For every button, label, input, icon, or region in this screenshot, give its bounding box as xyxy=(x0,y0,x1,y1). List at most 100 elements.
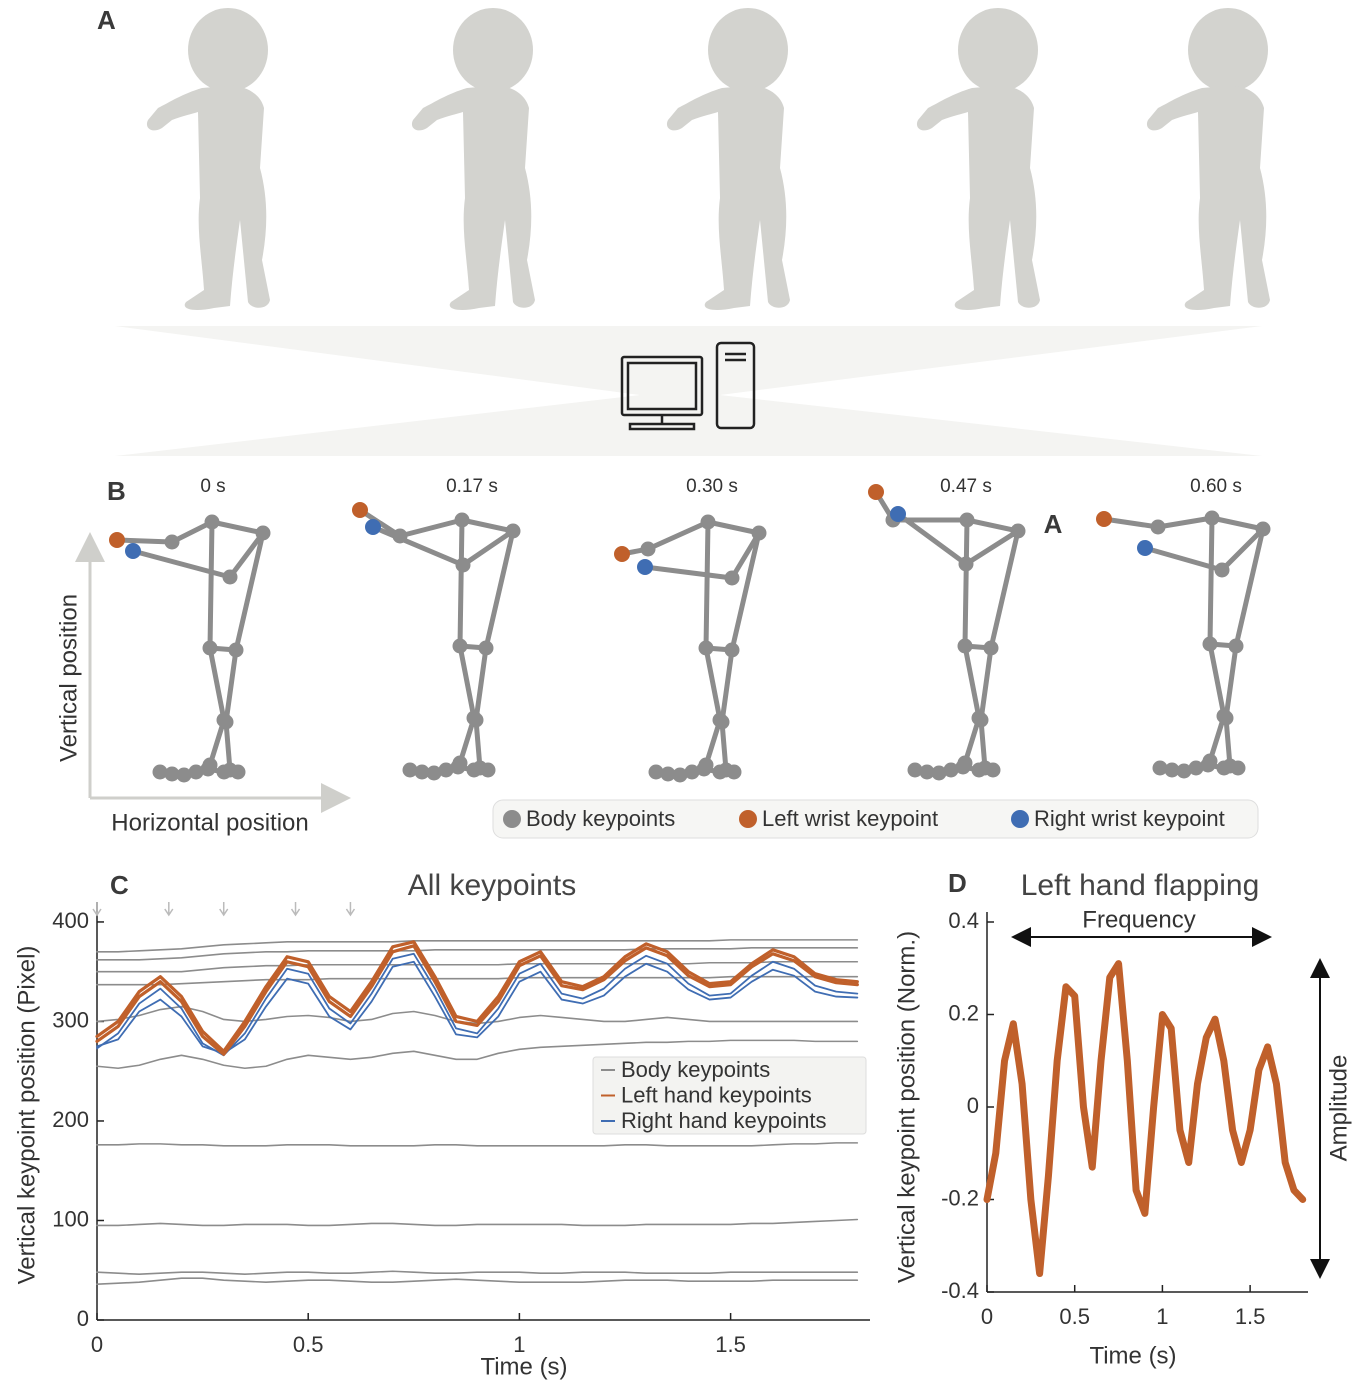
body-keypoint xyxy=(1011,524,1026,539)
x-tick-label: 1 xyxy=(513,1332,525,1357)
body-keypoint xyxy=(469,713,484,728)
legend-swatch xyxy=(503,810,521,828)
legend-swatch xyxy=(1011,810,1029,828)
body-keypoint xyxy=(697,762,712,777)
body-keypoint xyxy=(205,515,220,530)
chart-title: All keypoints xyxy=(408,869,576,902)
series-line xyxy=(97,1278,857,1284)
bone xyxy=(133,551,230,577)
frame-time: 0 s xyxy=(200,476,225,497)
x-tick-label: 0 xyxy=(981,1304,993,1329)
annotation: Frequency xyxy=(1082,906,1195,933)
x-tick-label: 1.5 xyxy=(1235,1304,1266,1329)
bone xyxy=(1210,644,1224,716)
body-keypoint xyxy=(1151,520,1166,535)
y-tick-label: 300 xyxy=(52,1007,89,1032)
body-keypoint xyxy=(165,535,180,550)
body-keypoint xyxy=(972,763,987,778)
silhouette xyxy=(412,8,535,310)
body-keypoint xyxy=(467,763,482,778)
panel-label: D xyxy=(948,868,967,898)
left-wrist-keypoint xyxy=(109,532,125,548)
body-keypoint xyxy=(984,641,999,656)
legend-swatch xyxy=(739,810,757,828)
frame-time: 0.47 s xyxy=(940,476,992,497)
body-keypoint xyxy=(455,513,470,528)
y-tick-label: 200 xyxy=(52,1107,89,1132)
right-wrist-keypoint xyxy=(637,559,653,575)
bone xyxy=(1226,646,1236,718)
body-keypoint xyxy=(231,765,246,780)
legend-label: Right wrist keypoint xyxy=(1034,806,1225,831)
bone xyxy=(400,520,462,536)
body-keypoint xyxy=(219,715,234,730)
funnel xyxy=(115,395,1262,456)
body-keypoint xyxy=(1201,758,1216,773)
chart-title: Left hand flapping xyxy=(1021,869,1260,902)
stray-label: A xyxy=(1044,509,1063,539)
bone xyxy=(210,522,212,648)
body-keypoint xyxy=(451,760,466,775)
y-tick-label: -0.4 xyxy=(941,1278,979,1303)
body-keypoint xyxy=(725,571,740,586)
bone xyxy=(460,520,462,646)
body-keypoint xyxy=(506,524,521,539)
annotation: Amplitude xyxy=(1325,1055,1352,1162)
frame-marker xyxy=(292,902,300,915)
frame-marker xyxy=(165,902,173,915)
bone xyxy=(1104,519,1158,527)
panel-label: B xyxy=(107,476,126,506)
x-tick-label: 0.5 xyxy=(1059,1304,1090,1329)
x-tick-label: 1 xyxy=(1156,1304,1168,1329)
body-keypoint xyxy=(479,641,494,656)
legend-label: Body keypoints xyxy=(621,1057,770,1082)
silhouette xyxy=(667,8,790,310)
bone xyxy=(117,540,172,542)
right-wrist-keypoint xyxy=(890,506,906,522)
y-tick-label: 100 xyxy=(52,1206,89,1231)
bone xyxy=(708,522,759,533)
bone xyxy=(476,648,486,720)
right-wrist-keypoint xyxy=(365,519,381,535)
bone xyxy=(722,650,732,722)
body-keypoint xyxy=(641,542,656,557)
figure: A B C D Vertical position Horizontal pos… xyxy=(0,0,1363,1388)
body-keypoint xyxy=(1231,761,1246,776)
bone xyxy=(460,646,474,718)
silhouette xyxy=(917,8,1040,310)
right-wrist-keypoint xyxy=(1137,540,1153,556)
body-keypoint xyxy=(393,529,408,544)
bone xyxy=(967,520,1018,531)
bone xyxy=(212,522,263,533)
body-keypoint xyxy=(986,763,1001,778)
panel-label: A xyxy=(97,5,116,35)
bone xyxy=(1236,529,1263,646)
body-keypoint xyxy=(229,643,244,658)
body-keypoint xyxy=(699,641,714,656)
legend-label: Right hand keypoints xyxy=(621,1108,826,1133)
left-wrist-keypoint xyxy=(352,502,368,518)
frame-marker xyxy=(93,902,101,915)
series-line xyxy=(97,1271,857,1274)
body-keypoint xyxy=(453,639,468,654)
bone xyxy=(648,522,708,549)
series-line xyxy=(97,1219,857,1225)
left-wrist-keypoint xyxy=(868,484,884,500)
body-keypoint xyxy=(203,641,218,656)
body-keypoint xyxy=(713,765,728,780)
x-tick-label: 0 xyxy=(91,1332,103,1357)
bone xyxy=(981,648,991,720)
body-keypoint xyxy=(223,570,238,585)
axis-label: Vertical position xyxy=(55,594,82,762)
right-wrist-keypoint xyxy=(125,543,141,559)
body-keypoint xyxy=(956,760,971,775)
bone xyxy=(1158,518,1212,527)
frame-time: 0.60 s xyxy=(1190,476,1242,497)
left-wrist-keypoint xyxy=(614,546,630,562)
body-keypoint xyxy=(1256,522,1271,537)
body-keypoint xyxy=(217,765,232,780)
body-keypoint xyxy=(1229,639,1244,654)
body-keypoint xyxy=(1205,511,1220,526)
body-keypoint xyxy=(201,762,216,777)
body-keypoint xyxy=(1203,637,1218,652)
